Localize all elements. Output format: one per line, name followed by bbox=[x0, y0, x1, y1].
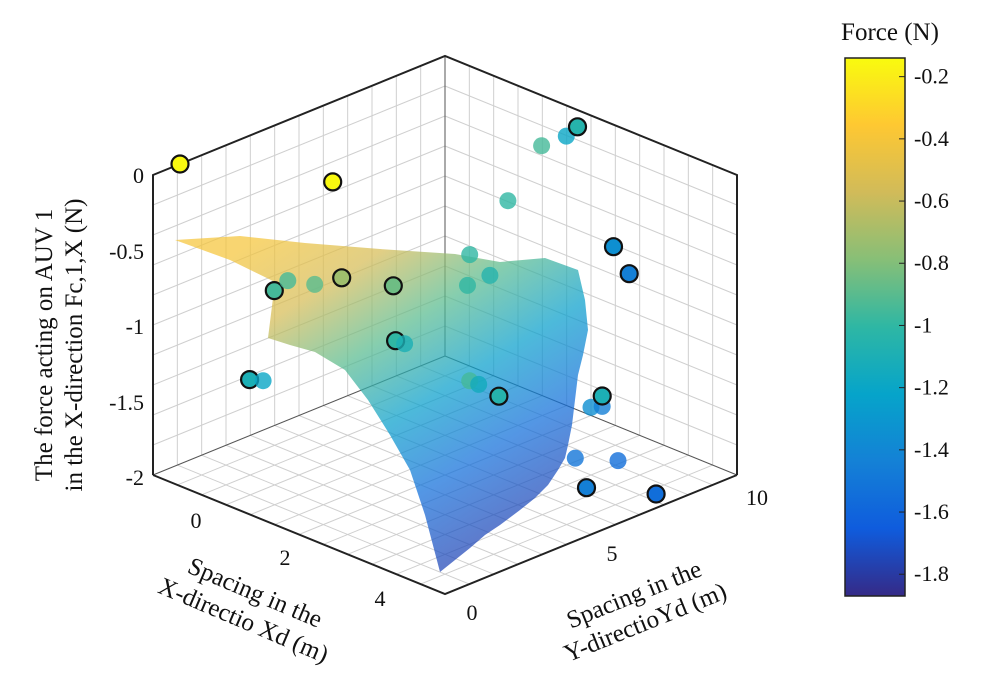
y-tick-label: 0 bbox=[467, 600, 478, 625]
data-point bbox=[603, 237, 624, 257]
z-axis-ticks: 0 -0.5 -1 -1.5 -2 bbox=[109, 163, 144, 490]
data-point bbox=[383, 276, 403, 296]
floor-front-frame bbox=[152, 474, 738, 596]
data-point bbox=[592, 386, 612, 406]
data-point bbox=[264, 281, 284, 301]
force-surface bbox=[175, 236, 588, 572]
x-tick-label: 0 bbox=[191, 508, 202, 533]
colorbar-tick-label: -0.4 bbox=[914, 126, 949, 151]
outer-frame bbox=[152, 54, 738, 475]
data-point bbox=[609, 452, 627, 470]
data-point bbox=[499, 192, 517, 210]
data-point bbox=[332, 268, 352, 288]
grid-line bbox=[152, 115, 446, 236]
data-point bbox=[323, 172, 343, 192]
grid-line bbox=[444, 145, 738, 266]
data-point bbox=[646, 484, 666, 504]
z-tick-label: -1.5 bbox=[109, 390, 144, 415]
y-tick-label: 10 bbox=[746, 485, 768, 510]
y-tick-label: 5 bbox=[607, 541, 618, 566]
grid-line bbox=[152, 85, 446, 206]
data-points bbox=[170, 117, 666, 504]
x-tick-label: 2 bbox=[280, 545, 291, 570]
data-point bbox=[567, 117, 588, 137]
data-point bbox=[481, 266, 499, 284]
z-tick-label: 0 bbox=[133, 163, 144, 188]
grid-line bbox=[152, 175, 446, 296]
x-axis-label: Spacing in the X-directio Xd (m) bbox=[154, 553, 332, 669]
colorbar-title: Force (N) bbox=[841, 19, 939, 46]
data-point bbox=[619, 264, 639, 284]
z-tick-label: -2 bbox=[126, 465, 144, 490]
grid-line bbox=[177, 464, 470, 585]
x-tick-label: 4 bbox=[375, 586, 386, 611]
data-point bbox=[396, 335, 414, 353]
data-point bbox=[470, 375, 488, 393]
data-point bbox=[489, 386, 509, 406]
colorbar-tick-label: -1.2 bbox=[914, 375, 949, 400]
colorbar-tick-label: -1.4 bbox=[914, 437, 949, 462]
colorbar-tick-label: -0.2 bbox=[914, 64, 949, 89]
grid-line bbox=[444, 205, 738, 326]
z-tick-label: -1 bbox=[126, 314, 144, 339]
data-point bbox=[461, 246, 479, 264]
colorbar-ticks: -0.2 -0.4 -0.6 -0.8 -1 -1.2 -1.4 -1.6 -1.8 bbox=[899, 64, 949, 586]
colorbar-tick-label: -1.6 bbox=[914, 499, 949, 524]
grid-line bbox=[444, 115, 738, 236]
colorbar-tick-label: -1 bbox=[914, 312, 932, 337]
z-axis-label-line-1: The force acting on AUV 1 bbox=[31, 209, 58, 481]
data-point bbox=[459, 276, 476, 294]
grid-line bbox=[444, 85, 738, 206]
z-axis-label-line-2: in the X-direction Fc,1,X (N) bbox=[61, 199, 88, 492]
colorbar-tick-label: -0.6 bbox=[914, 188, 949, 213]
grid-line bbox=[444, 235, 738, 356]
y-axis-label: Spacing in the Y-directioYd (m) bbox=[560, 556, 730, 668]
colorbar-tick-label: -1.8 bbox=[914, 561, 949, 586]
grid-line bbox=[420, 464, 713, 585]
colorbar-gradient bbox=[844, 57, 906, 597]
colorbar-tick-label: -0.8 bbox=[914, 250, 949, 275]
z-tick-label: -0.5 bbox=[109, 239, 144, 264]
z-axis-label: The force acting on AUV 1 in the X-direc… bbox=[31, 199, 88, 492]
data-point bbox=[576, 478, 597, 498]
data-point bbox=[533, 137, 551, 155]
x-axis-ticks: 0 2 4 bbox=[191, 508, 386, 611]
data-point bbox=[566, 449, 584, 467]
grid-line bbox=[444, 175, 738, 296]
data-point bbox=[279, 272, 297, 290]
y-axis-ticks: 0 5 10 bbox=[467, 485, 769, 625]
colorbar: Force (N) -0.2 -0.4 -0.6 -0.8 -1 -1.2 -1.4 -1.6… bbox=[841, 19, 949, 597]
data-point bbox=[170, 154, 190, 174]
data-point bbox=[306, 275, 324, 293]
data-point bbox=[254, 372, 272, 390]
